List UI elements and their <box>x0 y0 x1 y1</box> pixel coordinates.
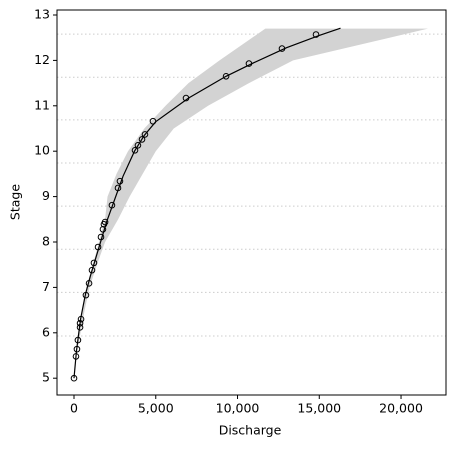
y-tick-label: 6 <box>42 324 50 339</box>
observation <box>131 146 139 154</box>
observation <box>101 218 109 226</box>
observation <box>74 336 82 344</box>
observation <box>116 177 124 185</box>
x-tick-label: 15,000 <box>297 401 341 416</box>
observation <box>222 72 230 80</box>
y-tick-label: 5 <box>42 370 50 385</box>
y-tick-label: 8 <box>42 233 50 248</box>
observation <box>141 131 149 138</box>
observation <box>245 60 253 67</box>
observation <box>134 141 142 149</box>
y-tick-label: 7 <box>42 279 50 294</box>
y-tick-label: 11 <box>34 97 50 112</box>
observation <box>97 233 105 241</box>
observation <box>73 345 81 353</box>
y-tick-label: 13 <box>34 6 50 21</box>
observation <box>77 315 85 323</box>
observation <box>278 45 286 52</box>
observation <box>82 291 90 299</box>
observation <box>72 353 80 360</box>
y-tick-label: 12 <box>34 52 50 67</box>
observation <box>90 259 98 267</box>
observation <box>114 184 122 192</box>
observation <box>138 136 146 143</box>
y-tick-label: 10 <box>34 143 50 158</box>
fitted-curve <box>73 27 341 379</box>
observation <box>149 117 157 125</box>
observation <box>88 266 96 274</box>
x-tick-label: 5,000 <box>138 401 174 416</box>
plot-frame <box>56 9 447 396</box>
observation <box>76 319 84 327</box>
x-tick-label: 20,000 <box>379 401 423 416</box>
observation <box>76 324 84 331</box>
observation <box>108 201 116 209</box>
y-axis-label: Stage <box>8 184 23 220</box>
observation <box>85 280 93 287</box>
x-tick-label: 0 <box>70 401 78 416</box>
observation <box>70 374 78 382</box>
observation <box>312 31 320 38</box>
observation <box>182 94 190 102</box>
observation <box>94 243 102 251</box>
x-tick-label: 10,000 <box>216 401 260 416</box>
x-axis-label: Discharge <box>219 423 282 438</box>
uncertainty-band <box>75 28 429 356</box>
y-tick-label: 9 <box>42 188 50 203</box>
